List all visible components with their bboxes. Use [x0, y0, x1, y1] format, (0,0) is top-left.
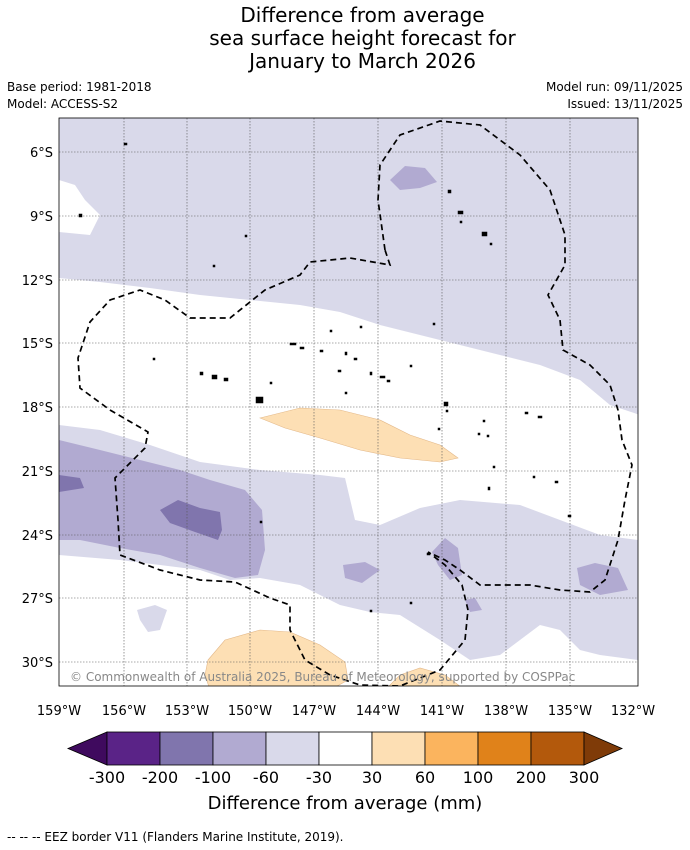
- colorbar-label: 30: [362, 768, 382, 787]
- colorbar-swatch: [159, 731, 214, 766]
- longitude-labels: 159°W 156°W 153°W 150°W 147°W 144°W 141°…: [37, 704, 655, 719]
- colorbar-max-extension: [583, 731, 624, 766]
- colorbar-swatch: [212, 731, 267, 766]
- colorbar-label: -30: [306, 768, 332, 787]
- lon-label: 144°W: [356, 704, 400, 719]
- lat-label: 21°S: [22, 465, 53, 480]
- colorbar-label: 100: [463, 768, 494, 787]
- lon-label: 150°W: [228, 704, 272, 719]
- colorbar-swatch: [265, 731, 320, 766]
- copyright-label: © Commonwealth of Australia 2025, Bureau…: [70, 670, 575, 684]
- lon-label: 156°W: [102, 704, 146, 719]
- lat-label: 18°S: [22, 401, 53, 416]
- anomaly-region-west-strong: [160, 500, 222, 540]
- lon-label: 141°W: [420, 704, 464, 719]
- eez-footnote: -- -- -- EEZ border V11 (Flanders Marine…: [7, 830, 344, 844]
- anomaly-region-small-light: [137, 605, 167, 632]
- anomaly-region-north-medium: [390, 166, 437, 190]
- colorbar-swatch: [371, 731, 426, 766]
- lon-label: 135°W: [548, 704, 592, 719]
- gridlines: [59, 118, 638, 686]
- colorbar-label: -300: [89, 768, 125, 787]
- lat-label: 30°S: [22, 656, 53, 671]
- lon-label: 147°W: [292, 704, 336, 719]
- eez-border: [77, 120, 633, 686]
- anomaly-gap-northwest: [59, 180, 100, 235]
- colorbar-label: -60: [253, 768, 279, 787]
- meta-right: Model run: 09/11/2025 Issued: 13/11/2025: [546, 79, 683, 113]
- colorbar-swatch: [106, 731, 161, 766]
- latitude-labels: 6°S 9°S 12°S 15°S 18°S 21°S 24°S 27°S 30…: [22, 146, 53, 671]
- model-run-label: Model run: 09/11/2025: [545, 80, 683, 94]
- colorbar-label: 60: [415, 768, 435, 787]
- lon-label: 153°W: [165, 704, 209, 719]
- islands: [78, 142, 572, 613]
- title-line-1: Difference from average: [240, 3, 485, 27]
- meta-left: Base period: 1981-2018 Model: ACCESS-S2: [7, 79, 152, 113]
- colorbar-label: -200: [142, 768, 178, 787]
- map-plot-area: © Commonwealth of Australia 2025, Bureau…: [59, 118, 638, 686]
- anomaly-region-east-medium-1: [432, 538, 462, 580]
- anomaly-region-west-strong-edge: [59, 475, 84, 492]
- model-label: Model: ACCESS-S2: [7, 97, 119, 111]
- lon-label: 132°W: [611, 704, 655, 719]
- lon-label: 138°W: [484, 704, 528, 719]
- anomaly-region-positive-central: [259, 407, 459, 463]
- map-frame: [58, 117, 639, 687]
- title-line-3: January to March 2026: [249, 49, 476, 73]
- colorbar-swatch: [318, 731, 373, 766]
- lon-label: 159°W: [37, 704, 81, 719]
- anomaly-region-east-medium-3: [465, 598, 482, 612]
- colorbar-min-extension: [66, 731, 108, 766]
- lat-label: 15°S: [22, 337, 53, 352]
- lat-label: 24°S: [22, 529, 53, 544]
- lat-label: 6°S: [30, 146, 53, 161]
- lat-label: 9°S: [30, 210, 53, 225]
- issued-label: Issued: 13/11/2025: [567, 97, 683, 111]
- anomaly-region-central-medium: [343, 562, 380, 583]
- lat-label: 12°S: [22, 274, 53, 289]
- title-line-2: sea surface height forecast for: [209, 26, 516, 50]
- colorbar-label: -100: [195, 768, 231, 787]
- colorbar-swatch: [424, 731, 479, 766]
- colorbar-swatch: [477, 731, 532, 766]
- base-period-label: Base period: 1981-2018: [7, 80, 152, 94]
- anomaly-region-north-light: [59, 118, 638, 415]
- anomaly-region-east-medium-2: [577, 563, 628, 595]
- map-title: Difference from average sea surface heig…: [0, 4, 690, 73]
- colorbar-label: 200: [516, 768, 547, 787]
- colorbar-swatch: [530, 731, 585, 766]
- colorbar: -300 -200 -100 -60 -30 30 60 100 200 300…: [66, 731, 624, 814]
- lat-label: 27°S: [22, 592, 53, 607]
- colorbar-title: Difference from average (mm): [208, 793, 483, 814]
- colorbar-label: 300: [569, 768, 600, 787]
